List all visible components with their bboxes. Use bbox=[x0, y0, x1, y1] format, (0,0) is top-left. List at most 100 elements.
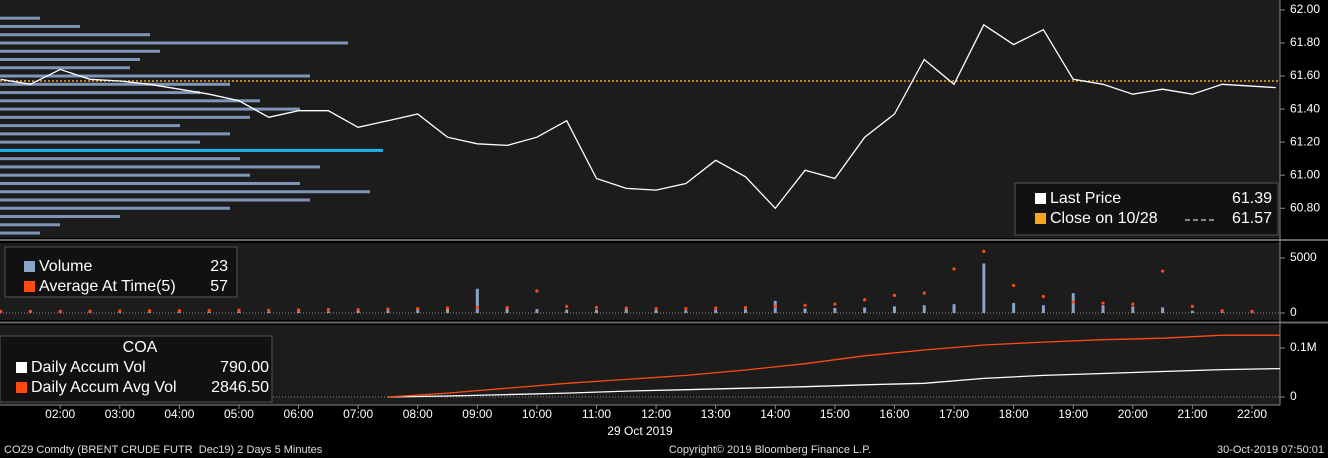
legend-value: 61.39 bbox=[1232, 190, 1272, 207]
average-dot bbox=[654, 306, 658, 311]
accum-line bbox=[387, 334, 1280, 398]
average-dot bbox=[1190, 304, 1195, 308]
average-dot bbox=[1220, 309, 1224, 313]
volume-bar bbox=[207, 311, 211, 313]
volume-bar bbox=[297, 311, 301, 313]
average-dot bbox=[982, 249, 986, 253]
average-dot bbox=[356, 308, 360, 312]
average-dot bbox=[1041, 294, 1046, 299]
y-tick-label: 61.60 bbox=[1290, 68, 1320, 82]
average-dot bbox=[0, 309, 3, 313]
profile-bar bbox=[0, 181, 300, 185]
average-dot bbox=[326, 308, 330, 312]
average-dot bbox=[475, 305, 479, 310]
x-tick-label: 11:00 bbox=[582, 407, 611, 421]
y-tick-label: 62.00 bbox=[1290, 2, 1320, 16]
average-dot bbox=[1071, 300, 1075, 304]
x-tick-label: 20:00 bbox=[1118, 407, 1148, 421]
x-tick-label: 10:00 bbox=[522, 407, 552, 421]
volume-bar bbox=[356, 310, 360, 313]
x-tick-label: 09:00 bbox=[462, 407, 492, 421]
profile-bar bbox=[0, 16, 40, 20]
profile-bar bbox=[0, 66, 130, 70]
volume-bar bbox=[684, 310, 688, 313]
average-dot bbox=[416, 306, 420, 311]
average-dot bbox=[833, 302, 837, 306]
y-tick-label: 61.00 bbox=[1290, 167, 1320, 181]
legend-value: 23 bbox=[210, 258, 228, 275]
profile-bar bbox=[0, 24, 80, 28]
average-dot bbox=[386, 307, 390, 311]
average-dot bbox=[803, 303, 807, 307]
average-dot bbox=[594, 305, 599, 310]
average-dot bbox=[743, 305, 748, 310]
average-dot bbox=[296, 308, 301, 312]
average-dot bbox=[922, 291, 926, 295]
profile-bar bbox=[0, 140, 200, 144]
profile-bar bbox=[0, 49, 160, 53]
x-tick-label: 17:00 bbox=[939, 407, 969, 421]
profile-bar bbox=[0, 231, 40, 235]
y-tick-label: 61.40 bbox=[1290, 101, 1320, 115]
profile-bar bbox=[0, 132, 230, 136]
volume-bar bbox=[237, 311, 241, 313]
legend-value: 2846.50 bbox=[211, 379, 269, 396]
volume-bar bbox=[1161, 307, 1165, 313]
volume-bar bbox=[922, 305, 926, 313]
x-tick-label: 05:00 bbox=[224, 407, 254, 421]
average-dot bbox=[207, 308, 211, 313]
legend-value: 61.57 bbox=[1232, 210, 1272, 227]
average-dot bbox=[1012, 283, 1016, 288]
legend-swatch bbox=[24, 261, 35, 272]
legend-label: Daily Accum Vol bbox=[31, 359, 146, 376]
footer-center: Copyright© 2019 Bloomberg Finance L.P. bbox=[669, 444, 871, 456]
average-dot bbox=[28, 309, 32, 313]
legend-label: Last Price bbox=[1050, 190, 1121, 207]
volume-bar bbox=[1041, 305, 1045, 313]
average-dot bbox=[863, 298, 867, 302]
volume-bar bbox=[446, 309, 450, 313]
volume-bar bbox=[1220, 311, 1224, 313]
x-tick-label: 08:00 bbox=[403, 407, 433, 421]
volume-bar bbox=[743, 309, 747, 313]
volume-bar bbox=[177, 312, 181, 313]
price-line bbox=[0, 23, 1276, 210]
legend-label: Close on 10/28 bbox=[1050, 210, 1158, 227]
average-dot bbox=[147, 309, 152, 313]
volume-bar bbox=[505, 308, 509, 313]
volume-bar bbox=[624, 309, 628, 313]
x-tick-label: 03:00 bbox=[105, 407, 135, 421]
y-tick-label: 61.80 bbox=[1290, 35, 1320, 49]
average-dot bbox=[58, 309, 62, 313]
volume-bar bbox=[1131, 306, 1135, 313]
profile-bar bbox=[0, 107, 300, 111]
profile-bar bbox=[0, 58, 140, 61]
volume-bar bbox=[714, 309, 718, 313]
legend-label: Average At Time(5) bbox=[39, 278, 176, 295]
volume-bar bbox=[475, 288, 479, 313]
x-tick-label: 14:00 bbox=[760, 407, 790, 421]
profile-bar bbox=[0, 33, 150, 37]
profile-bar bbox=[0, 115, 250, 119]
legend-value: 790.00 bbox=[220, 359, 269, 376]
profile-bar bbox=[0, 206, 230, 210]
volume-bar bbox=[148, 312, 152, 313]
x-tick-label: 04:00 bbox=[164, 407, 194, 421]
legend-title: COA bbox=[123, 339, 158, 356]
profile-bar bbox=[0, 223, 60, 227]
volume-bar bbox=[118, 312, 122, 313]
y-tick-label: 61.20 bbox=[1290, 134, 1320, 148]
x-tick-label: 06:00 bbox=[284, 407, 314, 421]
y-tick-label: 0 bbox=[1290, 305, 1297, 319]
profile-bar bbox=[0, 190, 370, 194]
average-dot bbox=[267, 308, 271, 312]
x-tick-label: 13:00 bbox=[701, 407, 731, 421]
profile-bar bbox=[0, 173, 250, 177]
y-tick-label: 60.80 bbox=[1290, 200, 1320, 214]
average-dot bbox=[505, 305, 509, 310]
average-dot bbox=[565, 304, 569, 308]
volume-bar bbox=[833, 308, 837, 313]
average-dot bbox=[535, 289, 539, 293]
